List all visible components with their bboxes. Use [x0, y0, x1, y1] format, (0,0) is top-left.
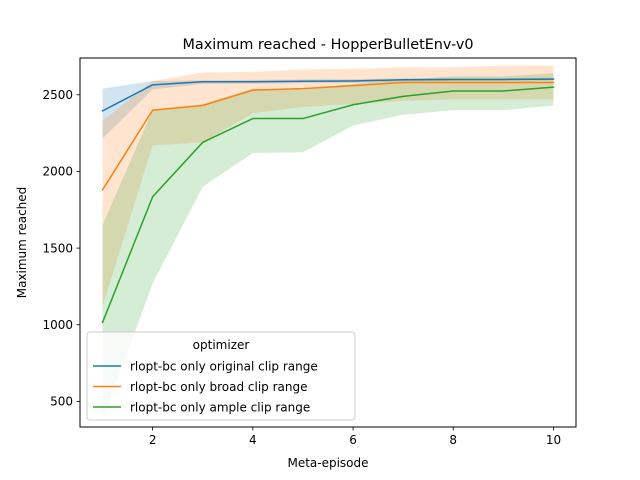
- x-tick-label: 6: [349, 433, 357, 447]
- band-series-1: [102, 77, 554, 139]
- x-tick-label: 2: [149, 433, 157, 447]
- band-series-3: [102, 73, 554, 420]
- legend: optimizer rlopt-bc only original clip ra…: [86, 331, 356, 421]
- legend-label-2: rlopt-bc only broad clip range: [130, 380, 308, 394]
- y-axis-label: Maximum reached: [15, 187, 29, 299]
- y-tick-label: 500: [50, 395, 73, 409]
- y-tick-label: 1000: [42, 318, 73, 332]
- line-series-2: [101, 81, 555, 191]
- x-axis-ticks: 2 4 6 8 10: [149, 427, 561, 447]
- legend-title: optimizer: [193, 338, 250, 352]
- y-axis-ticks: 500 1000 1500 2000 2500: [42, 88, 80, 409]
- y-tick-label: 2500: [42, 88, 73, 102]
- confidence-bands: [102, 65, 554, 420]
- legend-label-1: rlopt-bc only original clip range: [130, 359, 318, 373]
- line-series-3: [101, 86, 555, 324]
- x-tick-label: 4: [249, 433, 257, 447]
- plot-frame: [79, 57, 577, 428]
- legend-items: rlopt-bc only original clip range rlopt-b…: [93, 359, 318, 414]
- x-tick-label: 10: [546, 433, 561, 447]
- y-tick-label: 2000: [42, 165, 73, 179]
- band-series-2: [102, 65, 554, 307]
- line-series-1: [101, 78, 555, 112]
- chart-title: Maximum reached - HopperBulletEnv-v0: [182, 37, 473, 53]
- legend-label-3: rlopt-bc only ample clip range: [130, 400, 310, 414]
- x-tick-label: 8: [449, 433, 457, 447]
- x-axis-label: Meta-episode: [287, 456, 368, 470]
- y-tick-label: 1500: [42, 241, 73, 255]
- series-lines: [101, 78, 555, 324]
- legend-box: [86, 331, 356, 421]
